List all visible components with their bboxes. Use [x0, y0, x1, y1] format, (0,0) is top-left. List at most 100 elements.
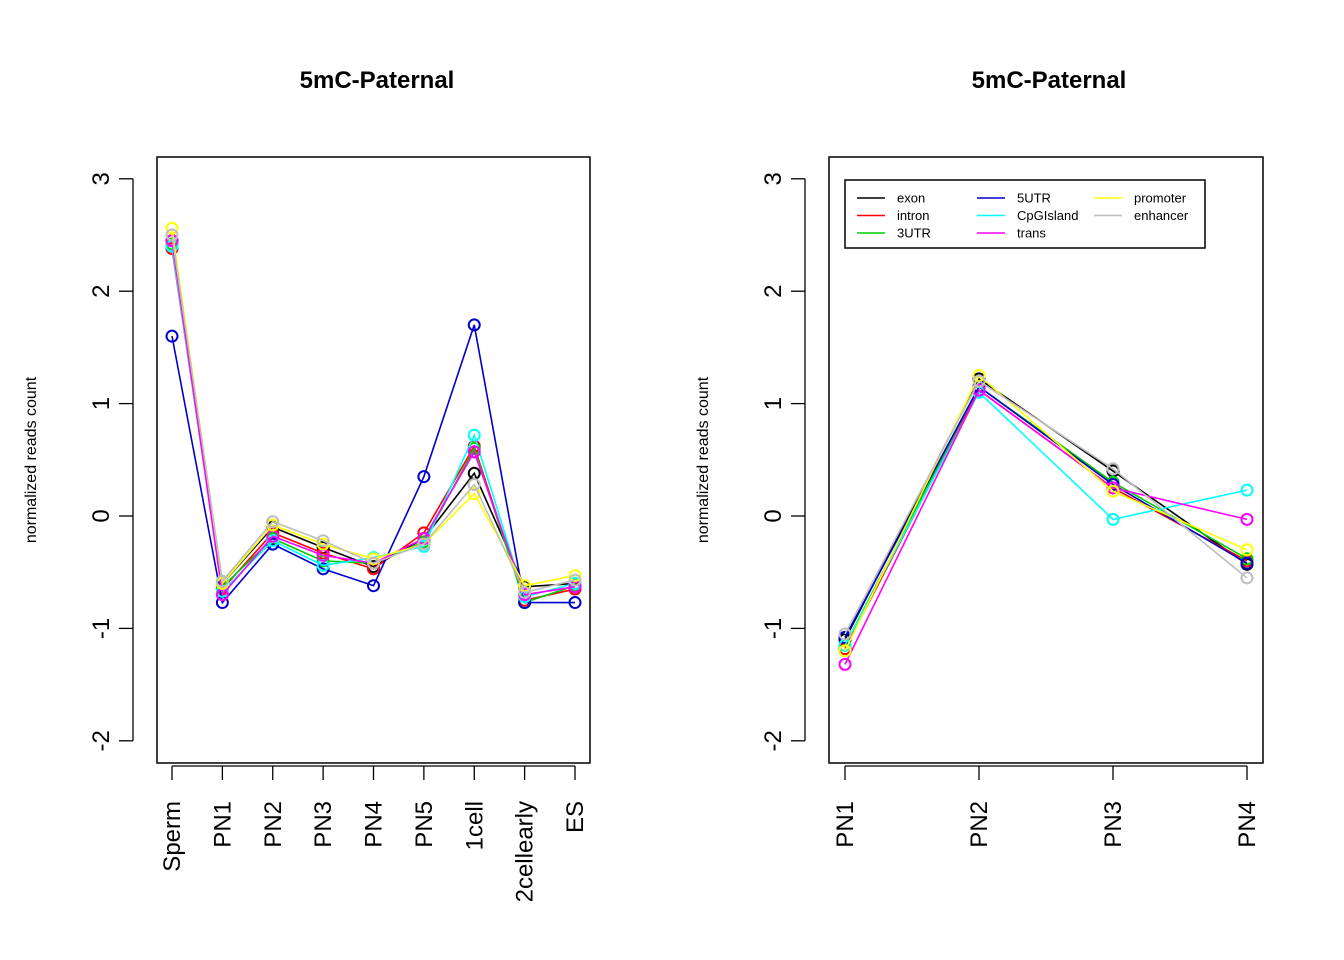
left-x-tick-label-1cell: 1cell [461, 801, 488, 850]
legend-label-promoter: promoter [1134, 191, 1187, 206]
left-point-promoter-sperm [165, 221, 179, 235]
left-series-layer [165, 221, 582, 610]
left-point-enhancer-pn2 [266, 515, 280, 529]
right-point-cpgisland-pn3 [1106, 512, 1120, 526]
right-point-promoter-pn4 [1240, 543, 1254, 557]
right-y-axis: -2 -1 0 1 2 3 [760, 172, 806, 751]
left-chart: 5mC-Paternal normalized reads count -2 -1… [23, 67, 591, 902]
left-point-5utr-1cell [467, 318, 481, 332]
right-point-trans-pn4 [1240, 512, 1254, 526]
left-x-tick-label-pn3: PN3 [310, 801, 337, 848]
left-point-5utr-es [568, 596, 582, 610]
left-y-tick-label: 0 [88, 509, 115, 522]
right-point-enhancer-pn3 [1106, 462, 1120, 476]
legend-item-exon: exon [857, 191, 925, 206]
left-y-axis-label: normalized reads count [23, 376, 40, 543]
left-series-line-promoter [171, 228, 576, 587]
left-y-axis: -2 -1 0 1 2 3 [88, 172, 134, 751]
legend: exon intron 3UTR 5UTR CpGIsland trans promoter… [844, 179, 1206, 249]
right-y-tick-label: -1 [760, 618, 787, 639]
left-point-trans-1cell [467, 445, 481, 459]
right-x-tick-label-pn3: PN3 [1100, 801, 1127, 848]
right-point-5utr-pn4 [1240, 556, 1254, 570]
left-point-promoter-es [568, 569, 582, 583]
right-series-layer [838, 369, 1254, 671]
legend-item-cpgisland: CpGIsland [977, 208, 1078, 223]
left-x-tick-label-sperm: Sperm [159, 801, 186, 872]
right-plot-box [828, 156, 1264, 764]
left-point-promoter-pn4 [367, 552, 380, 566]
left-x-tick-label-pn4: PN4 [361, 801, 388, 848]
legend-label-trans: trans [1017, 226, 1046, 241]
left-point-enhancer-pn1 [215, 574, 229, 588]
right-y-tick-label: 0 [760, 509, 787, 522]
left-plot-box [156, 156, 591, 764]
left-y-tick-label: 2 [88, 285, 115, 298]
left-point-enhancer-sperm [165, 228, 179, 242]
right-x-tick-label-pn2: PN2 [966, 801, 993, 848]
legend-label-cpgisland: CpGIsland [1017, 208, 1078, 223]
legend-item-3utr: 3UTR [857, 226, 931, 241]
left-series-line-exon [171, 240, 576, 588]
legend-item-promoter: promoter [1094, 191, 1187, 206]
left-point-cpgisland-pn2 [266, 534, 280, 548]
right-chart: 5mC-Paternal normalized reads count -2 -1… [695, 67, 1264, 848]
right-series-line-enhancer [844, 379, 1248, 635]
right-series-3utr [838, 380, 1254, 652]
left-point-enhancer-pn3 [316, 534, 330, 548]
right-point-cpgisland-pn4 [1240, 483, 1254, 497]
right-series-line-trans [844, 388, 1248, 665]
right-x-axis: PN1 PN2 PN3 PN4 [832, 765, 1261, 848]
left-series-cpgisland [165, 239, 582, 604]
left-series-promoter [165, 221, 582, 593]
left-point-promoter-1cell [467, 487, 481, 501]
right-y-tick-label: 1 [760, 397, 787, 410]
right-chart-title: 5mC-Paternal [972, 67, 1127, 94]
legend-item-trans: trans [977, 226, 1046, 241]
legend-label-5utr: 5UTR [1017, 191, 1051, 206]
legend-item-5utr: 5UTR [977, 191, 1051, 206]
right-series-line-exon [844, 377, 1248, 641]
right-x-tick-label-pn1: PN1 [832, 801, 859, 848]
left-point-enhancer-pn4 [367, 556, 380, 570]
left-series-trans [165, 234, 582, 602]
right-series-cpgisland [838, 385, 1254, 652]
left-y-tick-label: 3 [88, 172, 115, 185]
left-point-enhancer-pn5 [417, 537, 431, 551]
right-y-tick-label: -2 [760, 730, 787, 751]
right-x-tick-label-pn4: PN4 [1234, 801, 1261, 848]
legend-box [844, 179, 1206, 249]
right-series-enhancer [838, 374, 1254, 641]
left-point-cpgisland-1cell [467, 428, 481, 442]
left-point-5utr-pn4 [367, 579, 380, 593]
right-point-promoter-pn3 [1106, 484, 1120, 498]
right-point-3utr-pn4 [1240, 552, 1254, 566]
left-y-tick-label: -2 [88, 730, 115, 751]
left-x-tick-label-2cellearly: 2cellearly [512, 801, 539, 902]
left-series-line-5utr [171, 324, 575, 605]
right-y-tick-label: 2 [760, 285, 787, 298]
left-chart-title: 5mC-Paternal [300, 67, 455, 94]
left-x-tick-label-pn1: PN1 [209, 801, 236, 848]
right-series-5utr [838, 380, 1254, 644]
legend-label-enhancer: enhancer [1134, 208, 1189, 223]
legend-label-3utr: 3UTR [897, 226, 931, 241]
left-point-5utr-sperm [165, 329, 179, 343]
right-series-promoter [838, 369, 1254, 658]
left-x-tick-label-pn2: PN2 [260, 801, 287, 848]
right-series-line-promoter [844, 374, 1248, 652]
legend-items: exon intron 3UTR 5UTR CpGIsland trans promoter… [857, 191, 1189, 241]
left-series-enhancer [165, 228, 582, 599]
right-y-axis-label: normalized reads count [695, 376, 712, 543]
right-point-enhancer-pn4 [1240, 571, 1254, 585]
left-y-tick-label: 1 [88, 397, 115, 410]
left-x-tick-label-es: ES [562, 801, 589, 833]
left-point-enhancer-2cellearly [518, 585, 532, 599]
left-x-tick-label-pn5: PN5 [411, 801, 438, 848]
right-series-exon [838, 372, 1254, 647]
left-series-line-enhancer [171, 234, 576, 594]
legend-item-intron: intron [857, 208, 930, 223]
left-x-axis: Sperm PN1 PN2 PN3 PN4 PN5 1cell 2cellearly ES [159, 765, 589, 902]
legend-label-intron: intron [897, 208, 930, 223]
